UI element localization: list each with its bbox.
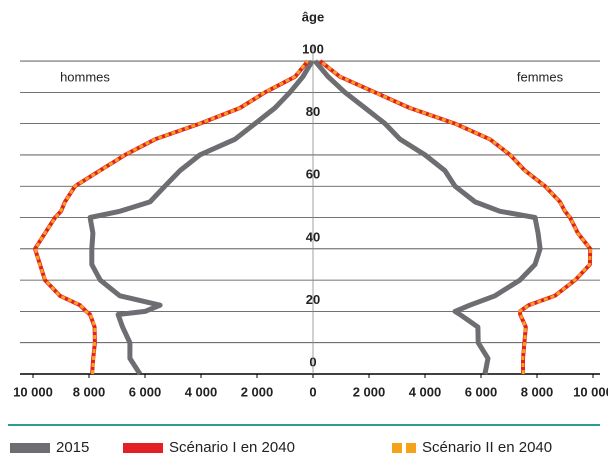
x-tick-label: 4 000 xyxy=(409,384,442,399)
x-tick-label: 2 000 xyxy=(241,384,274,399)
legend-label: Scénario II en 2040 xyxy=(422,439,552,456)
legend-label: Scénario I en 2040 xyxy=(169,439,295,456)
legend-swatch xyxy=(123,443,163,453)
x-tick-label: 6 000 xyxy=(129,384,162,399)
legend-swatch xyxy=(406,443,416,453)
annotation: femmes xyxy=(517,69,564,84)
series-line xyxy=(313,59,543,375)
series-line xyxy=(33,60,309,375)
x-tick-label: 10 000 xyxy=(13,384,53,399)
x-tick-label: 6 000 xyxy=(465,384,498,399)
x-tick-label: 8 000 xyxy=(73,384,106,399)
legend-swatch xyxy=(392,443,402,453)
x-tick-label: 8 000 xyxy=(521,384,554,399)
legend-swatch xyxy=(10,443,50,453)
series-line xyxy=(319,59,592,375)
legend-label: 2015 xyxy=(56,439,89,456)
x-tick-label: 4 000 xyxy=(185,384,218,399)
x-tick-label: 2 000 xyxy=(353,384,386,399)
series-line xyxy=(87,59,315,376)
y-axis-label: âge xyxy=(302,9,324,24)
annotation: hommes xyxy=(60,69,110,84)
x-tick-label: 10 000 xyxy=(573,384,608,399)
x-tick-label: 0 xyxy=(309,384,316,399)
